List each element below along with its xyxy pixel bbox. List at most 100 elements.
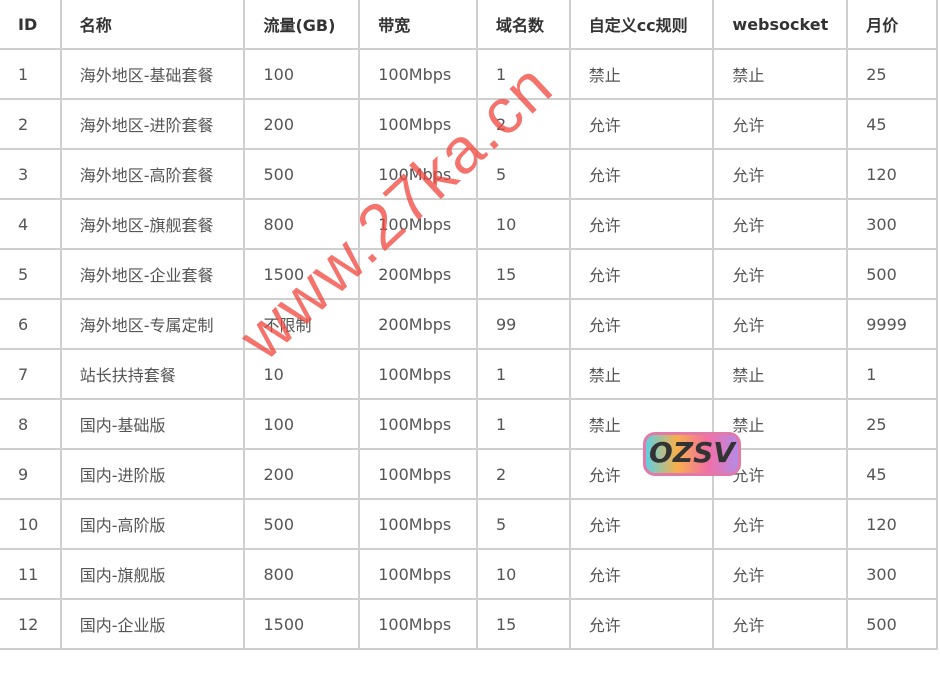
table-cell: 100Mbps: [358, 548, 478, 600]
table-cell: 禁止: [712, 398, 849, 450]
table-cell: 10: [243, 348, 361, 400]
table-cell: 允许: [568, 98, 715, 150]
table-cell: 4: [0, 198, 62, 250]
table-row: 10 国内-高阶版 500 100Mbps 5 允许 允许 120: [0, 498, 938, 550]
table-row: 5 海外地区-企业套餐 1500 200Mbps 15 允许 允许 500: [0, 248, 938, 300]
table-row: 8 国内-基础版 100 100Mbps 1 禁止 禁止 25: [0, 398, 938, 450]
table-cell: 站长扶持套餐: [59, 348, 246, 400]
table-row: 6 海外地区-专属定制 不限制 200Mbps 99 允许 允许 9999: [0, 298, 938, 350]
table-cell: 允许: [568, 148, 715, 200]
table-cell: 允许: [712, 248, 849, 300]
table-cell: 11: [0, 548, 62, 600]
table-cell: 9999: [846, 298, 938, 350]
table-cell: 允许: [568, 548, 715, 600]
table-cell: 25: [846, 48, 938, 100]
table-cell: 800: [243, 548, 361, 600]
table-cell: 1: [475, 48, 571, 100]
table-cell: 海外地区-旗舰套餐: [59, 198, 246, 250]
table-cell: 允许: [712, 98, 849, 150]
table-cell: 海外地区-企业套餐: [59, 248, 246, 300]
table-cell: 100: [243, 48, 361, 100]
table-cell: 100Mbps: [358, 398, 478, 450]
table-cell: 允许: [712, 198, 849, 250]
column-header: 流量(GB): [243, 0, 361, 50]
table-cell: 允许: [712, 548, 849, 600]
table-cell: 允许: [568, 198, 715, 250]
table-cell: 允许: [568, 598, 715, 650]
table-cell: 1: [0, 48, 62, 100]
table-cell: 允许: [712, 498, 849, 550]
table-cell: 2: [475, 448, 571, 500]
table-cell: 500: [243, 148, 361, 200]
column-header: 域名数: [475, 0, 571, 50]
pricing-table: ID 名称 流量(GB) 带宽 域名数 自定义cc规则 websocket 月价 1 海外地区-…: [0, 0, 938, 650]
table-cell: 9: [0, 448, 62, 500]
table-row: 2 海外地区-进阶套餐 200 100Mbps 2 允许 允许 45: [0, 98, 938, 150]
table-cell: 禁止: [568, 348, 715, 400]
table-cell: 200: [243, 448, 361, 500]
table-row: 3 海外地区-高阶套餐 500 100Mbps 5 允许 允许 120: [0, 148, 938, 200]
table-cell: 120: [846, 148, 938, 200]
table-row: 9 国内-进阶版 200 100Mbps 2 允许 允许 45: [0, 448, 938, 500]
table-cell: 200Mbps: [358, 298, 478, 350]
table-row: 11 国内-旗舰版 800 100Mbps 10 允许 允许 300: [0, 548, 938, 600]
table-cell: 1: [475, 398, 571, 450]
table-cell: 国内-进阶版: [59, 448, 246, 500]
table-header: ID 名称 流量(GB) 带宽 域名数 自定义cc规则 websocket 月价: [0, 0, 938, 50]
table-cell: 300: [846, 548, 938, 600]
table-cell: 99: [475, 298, 571, 350]
table-cell: 8: [0, 398, 62, 450]
table-cell: 15: [475, 598, 571, 650]
table-cell: 500: [846, 248, 938, 300]
column-header: 月价: [846, 0, 938, 50]
table-cell: 100Mbps: [358, 348, 478, 400]
table-cell: 7: [0, 348, 62, 400]
table-cell: 允许: [568, 448, 715, 500]
column-header: 带宽: [358, 0, 478, 50]
table-cell: 允许: [712, 448, 849, 500]
table-cell: 100Mbps: [358, 98, 478, 150]
table-cell: 45: [846, 448, 938, 500]
table-cell: 500: [846, 598, 938, 650]
table-cell: 12: [0, 598, 62, 650]
table-row: 7 站长扶持套餐 10 100Mbps 1 禁止 禁止 1: [0, 348, 938, 400]
table-cell: 100Mbps: [358, 598, 478, 650]
table-cell: 海外地区-专属定制: [59, 298, 246, 350]
table-cell: 120: [846, 498, 938, 550]
column-header: ID: [0, 0, 62, 50]
table-cell: 海外地区-进阶套餐: [59, 98, 246, 150]
table-cell: 海外地区-高阶套餐: [59, 148, 246, 200]
table-cell: 国内-基础版: [59, 398, 246, 450]
table-cell: 15: [475, 248, 571, 300]
table-cell: 允许: [568, 248, 715, 300]
table-cell: 100Mbps: [358, 448, 478, 500]
table-cell: 25: [846, 398, 938, 450]
table-cell: 国内-企业版: [59, 598, 246, 650]
column-header: websocket: [712, 0, 849, 50]
table-cell: 10: [475, 548, 571, 600]
table-cell: 允许: [568, 498, 715, 550]
table-cell: 2: [0, 98, 62, 150]
table-cell: 允许: [568, 298, 715, 350]
table-cell: 45: [846, 98, 938, 150]
table-cell: 国内-高阶版: [59, 498, 246, 550]
table-row: 12 国内-企业版 1500 100Mbps 15 允许 允许 500: [0, 598, 938, 650]
table-cell: 禁止: [568, 48, 715, 100]
table-cell: 2: [475, 98, 571, 150]
table-cell: 100: [243, 398, 361, 450]
column-header: 自定义cc规则: [568, 0, 715, 50]
table-cell: 500: [243, 498, 361, 550]
table-cell: 10: [0, 498, 62, 550]
table-cell: 允许: [712, 298, 849, 350]
table-cell: 3: [0, 148, 62, 200]
table-cell: 5: [475, 498, 571, 550]
table-cell: 200Mbps: [358, 248, 478, 300]
table-cell: 100Mbps: [358, 48, 478, 100]
table-row: 1 海外地区-基础套餐 100 100Mbps 1 禁止 禁止 25: [0, 48, 938, 100]
table-cell: 允许: [712, 598, 849, 650]
table-cell: 1: [475, 348, 571, 400]
table-cell: 300: [846, 198, 938, 250]
table-row: 4 海外地区-旗舰套餐 800 100Mbps 10 允许 允许 300: [0, 198, 938, 250]
table-cell: 禁止: [712, 48, 849, 100]
table-cell: 不限制: [243, 298, 361, 350]
